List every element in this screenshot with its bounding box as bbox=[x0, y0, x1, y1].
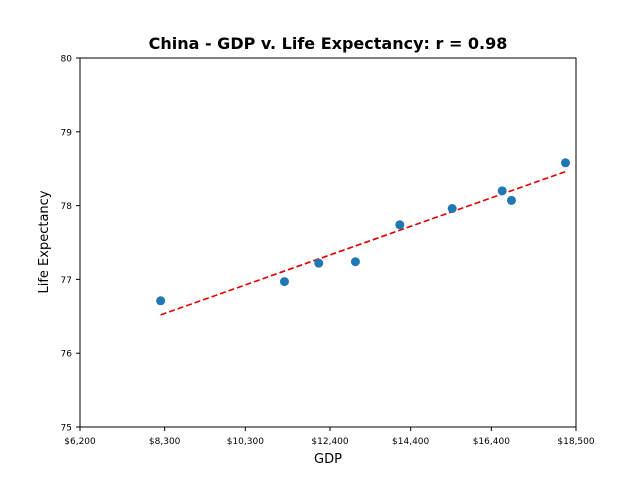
data-point-4 bbox=[395, 220, 404, 229]
y-tick-label-3: 78 bbox=[61, 202, 73, 212]
y-tick-label-5: 80 bbox=[61, 55, 73, 65]
data-point-6 bbox=[498, 186, 507, 195]
chart-title: China - GDP v. Life Expectancy: r = 0.98 bbox=[149, 34, 508, 53]
y-tick-label-2: 77 bbox=[61, 276, 72, 286]
x-tick-label-1: $8,300 bbox=[149, 437, 181, 447]
y-tick-label-1: 76 bbox=[61, 350, 73, 360]
x-tick-label-0: $6,200 bbox=[64, 437, 96, 447]
x-tick-label-3: $12,400 bbox=[311, 437, 348, 447]
y-axis-label: Life Expectancy bbox=[37, 190, 52, 293]
data-point-5 bbox=[448, 204, 457, 213]
data-point-1 bbox=[280, 277, 289, 286]
x-tick-label-4: $14,400 bbox=[392, 437, 429, 447]
data-point-8 bbox=[561, 158, 570, 167]
data-point-2 bbox=[314, 259, 323, 268]
y-tick-label-0: 75 bbox=[61, 424, 72, 434]
x-tick-label-2: $10,300 bbox=[227, 437, 264, 447]
x-tick-label-6: $18,500 bbox=[557, 437, 594, 447]
data-point-7 bbox=[507, 196, 516, 205]
x-tick-label-5: $16,400 bbox=[473, 437, 510, 447]
data-point-0 bbox=[156, 296, 165, 305]
y-tick-label-4: 79 bbox=[61, 128, 73, 138]
x-axis-label: GDP bbox=[314, 452, 342, 467]
data-point-3 bbox=[351, 257, 360, 266]
